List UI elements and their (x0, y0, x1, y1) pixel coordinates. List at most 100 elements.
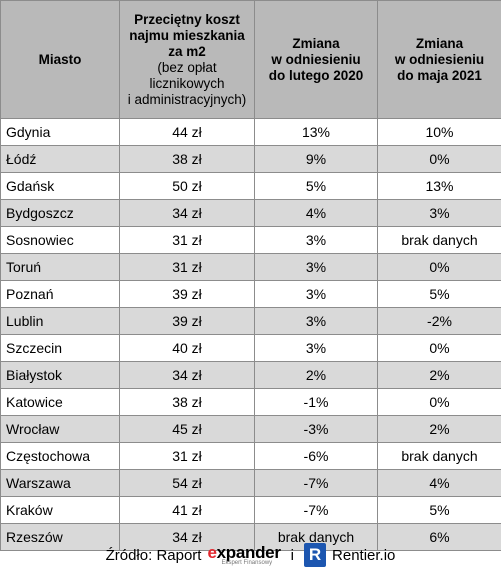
table-row: Warszawa 54 zł -7% 4% (0, 469, 501, 497)
table-row: Bydgoszcz 34 zł 4% 3% (0, 199, 501, 227)
header-change-2020: Zmiana w odniesieniu do lutego 2020 (254, 0, 378, 119)
city-cell: Sosnowiec (0, 226, 120, 254)
change-2021-cell: 3% (377, 199, 501, 227)
rentier-logo-icon: R (304, 543, 327, 567)
expander-logo: expander Ekspert Finansowy (207, 543, 281, 566)
city-cell: Wrocław (0, 415, 120, 443)
table-row: Poznań 39 zł 3% 5% (0, 280, 501, 308)
table-row: Rzeszów 34 zł brak danych 6% (0, 523, 501, 551)
header-cost-line: najmu mieszkania (129, 27, 245, 43)
cost-cell: 31 zł (119, 226, 255, 254)
change-2021-cell: 6% (377, 523, 501, 551)
city-cell: Warszawa (0, 469, 120, 497)
header-cost-line: za m2 (168, 43, 206, 59)
source-footer: Źródło: Raport expander Ekspert Finansow… (0, 538, 501, 572)
city-cell: Gdynia (0, 118, 120, 146)
header-cost-note: licznikowych (149, 75, 225, 91)
table-row: Sosnowiec 31 zł 3% brak danych (0, 226, 501, 254)
cost-cell: 45 zł (119, 415, 255, 443)
table-row: Lublin 39 zł 3% -2% (0, 307, 501, 335)
change-2020-cell: -1% (254, 388, 378, 416)
expander-logo-e: e (207, 543, 217, 562)
cost-cell: 41 zł (119, 496, 255, 524)
header-change-2020-line: do lutego 2020 (268, 67, 364, 83)
change-2021-cell: 10% (377, 118, 501, 146)
change-2020-cell: 13% (254, 118, 378, 146)
cost-cell: 50 zł (119, 172, 255, 200)
change-2020-cell: 4% (254, 199, 378, 227)
change-2021-cell: brak danych (377, 226, 501, 254)
cost-cell: 38 zł (119, 145, 255, 173)
table-row: Białystok 34 zł 2% 2% (0, 361, 501, 389)
cost-cell: 34 zł (119, 361, 255, 389)
expander-logo-rest: xpander (216, 543, 281, 562)
header-change-2021-line: w odniesieniu (394, 51, 485, 67)
city-cell: Katowice (0, 388, 120, 416)
change-2021-cell: 13% (377, 172, 501, 200)
cost-cell: 31 zł (119, 442, 255, 470)
change-2021-cell: 0% (377, 388, 501, 416)
header-change-2021: Zmiana w odniesieniu do maja 2021 (377, 0, 501, 119)
cost-cell: 39 zł (119, 280, 255, 308)
table-header-row: Miasto Przeciętny koszt najmu mieszkania… (0, 0, 501, 119)
cost-cell: 31 zł (119, 253, 255, 281)
change-2021-cell: brak danych (377, 442, 501, 470)
header-city: Miasto (0, 0, 120, 119)
change-2021-cell: 2% (377, 415, 501, 443)
city-cell: Poznań (0, 280, 120, 308)
city-cell: Gdańsk (0, 172, 120, 200)
header-change-2020-line: Zmiana (292, 35, 340, 51)
cost-cell: 38 zł (119, 388, 255, 416)
city-cell: Rzeszów (0, 523, 120, 551)
city-cell: Bydgoszcz (0, 199, 120, 227)
change-2020-cell: 2% (254, 361, 378, 389)
change-2020-cell: 3% (254, 280, 378, 308)
city-cell: Szczecin (0, 334, 120, 362)
table-row: Gdańsk 50 zł 5% 13% (0, 172, 501, 200)
table-row: Wrocław 45 zł -3% 2% (0, 415, 501, 443)
table-row: Gdynia 44 zł 13% 10% (0, 118, 501, 146)
conjunction: i (290, 546, 295, 564)
change-2020-cell: -7% (254, 469, 378, 497)
city-cell: Częstochowa (0, 442, 120, 470)
table-row: Toruń 31 zł 3% 0% (0, 253, 501, 281)
header-city-label: Miasto (38, 51, 82, 67)
change-2020-cell: 3% (254, 253, 378, 281)
city-cell: Lublin (0, 307, 120, 335)
source-label: Źródło: Raport (105, 546, 202, 564)
table-row: Łódź 38 zł 9% 0% (0, 145, 501, 173)
change-2021-cell: 2% (377, 361, 501, 389)
header-change-2021-line: do maja 2021 (397, 67, 482, 83)
header-cost-line: Przeciętny koszt (134, 11, 240, 27)
change-2021-cell: 0% (377, 334, 501, 362)
change-2020-cell: -6% (254, 442, 378, 470)
rentier-logo-text: Rentier.io (332, 546, 396, 564)
expander-logo-sub: Ekspert Finansowy (221, 560, 273, 566)
cost-cell: 39 zł (119, 307, 255, 335)
change-2021-cell: 0% (377, 253, 501, 281)
table-row: Częstochowa 31 zł -6% brak danych (0, 442, 501, 470)
change-2020-cell: 3% (254, 307, 378, 335)
change-2020-cell: 3% (254, 226, 378, 254)
cost-cell: 44 zł (119, 118, 255, 146)
table-row: Katowice 38 zł -1% 0% (0, 388, 501, 416)
city-cell: Toruń (0, 253, 120, 281)
city-cell: Kraków (0, 496, 120, 524)
change-2021-cell: 5% (377, 496, 501, 524)
change-2020-cell: 5% (254, 172, 378, 200)
header-cost: Przeciętny koszt najmu mieszkania za m2 … (119, 0, 255, 119)
change-2020-cell: -3% (254, 415, 378, 443)
header-change-2020-line: w odniesieniu (271, 51, 361, 67)
change-2020-cell: 9% (254, 145, 378, 173)
cost-cell: 54 zł (119, 469, 255, 497)
header-cost-note: i administracyjnych) (127, 91, 247, 107)
table-body: Gdynia 44 zł 13% 10% Łódź 38 zł 9% 0% Gdańsk 50 z… (0, 118, 501, 551)
rent-cost-table: Miasto Przeciętny koszt najmu mieszkania… (0, 0, 501, 551)
city-cell: Łódź (0, 145, 120, 173)
change-2021-cell: 4% (377, 469, 501, 497)
table-row: Szczecin 40 zł 3% 0% (0, 334, 501, 362)
change-2021-cell: 0% (377, 145, 501, 173)
cost-cell: 34 zł (119, 199, 255, 227)
header-change-2021-line: Zmiana (415, 35, 464, 51)
table-row: Kraków 41 zł -7% 5% (0, 496, 501, 524)
